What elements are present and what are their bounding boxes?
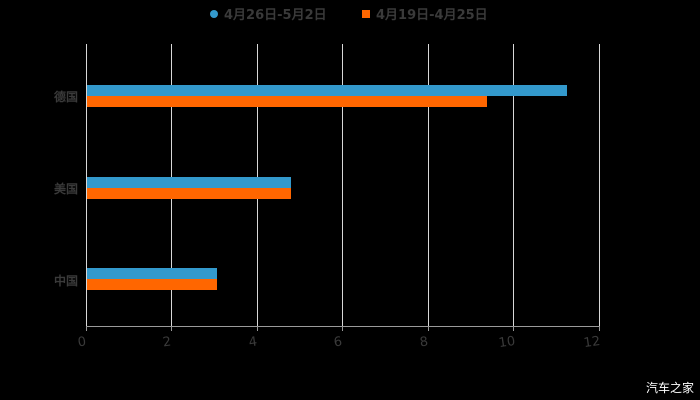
legend-item-series-2[interactable]: 4月19日-4月25日 [362,4,488,23]
legend-label: 4月26日-5月2日 [224,8,327,23]
legend: 4月26日-5月2日 4月19日-4月25日 [0,4,700,24]
x-tick-label: 10 [497,333,517,352]
circle-marker-icon [210,9,218,18]
gridline [428,44,429,326]
x-tick-label: 0 [76,334,88,351]
watermark: 汽车之家 [645,381,694,395]
x-tick [86,326,87,331]
x-tick-label: 12 [582,333,602,352]
x-tick-label: 8 [418,334,430,351]
bar-usa-series-2[interactable] [87,188,291,199]
x-tick-label: 2 [161,334,173,351]
gridline [513,44,514,326]
gridline [342,44,343,326]
x-axis [86,326,600,327]
category-label: 中国 [53,274,78,288]
x-tick [599,326,600,331]
gridline [599,44,600,326]
category-label: 德国 [53,90,78,104]
bar-china-series-1[interactable] [87,268,217,279]
legend-item-series-1[interactable]: 4月26日-5月2日 [210,4,327,23]
category-label: 美国 [53,182,78,196]
x-tick-label: 4 [247,334,259,351]
gridline [86,44,87,326]
legend-label: 4月19日-4月25日 [376,8,488,23]
x-tick-label: 6 [332,334,344,351]
x-tick [342,326,343,331]
x-tick [428,326,429,331]
bar-china-series-2[interactable] [87,279,217,290]
bar-usa-series-1[interactable] [87,177,291,188]
x-tick [257,326,258,331]
x-tick [171,326,172,331]
square-marker-icon [362,9,370,18]
x-tick [513,326,514,331]
bar-germany-series-2[interactable] [87,96,487,107]
bar-germany-series-1[interactable] [87,85,567,96]
